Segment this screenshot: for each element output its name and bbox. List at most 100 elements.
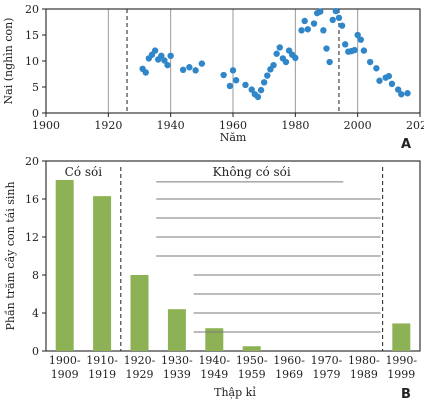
x-tick-label: 1920- — [124, 354, 156, 367]
y-tick-label: 10 — [25, 55, 39, 68]
data-point — [304, 26, 311, 33]
x-tick-label: 1919 — [88, 368, 116, 381]
bar — [392, 323, 411, 351]
bar — [55, 180, 74, 351]
data-point — [198, 60, 206, 67]
x-tick-label: 1990- — [385, 354, 417, 367]
data-point — [186, 64, 193, 71]
x-tick-label: 1929 — [126, 368, 154, 381]
panel-a-chart: 0 5 10 15 20 1900 1920 1940 1960 1980 2000 2020 Năm N… — [2, 3, 424, 152]
bar — [130, 275, 149, 351]
data-point — [329, 16, 336, 24]
region-label: Không có sói — [213, 165, 291, 179]
data-point — [292, 54, 299, 62]
x-tick-label: 1999 — [387, 368, 415, 381]
x-tick-label: 1969 — [275, 368, 303, 381]
data-point — [179, 66, 187, 74]
data-point — [357, 36, 364, 43]
data-point — [323, 45, 330, 52]
data-point — [376, 77, 383, 84]
data-point — [254, 93, 262, 101]
data-point — [298, 27, 305, 34]
x-tick-label: 1980- — [348, 354, 380, 367]
data-point — [273, 50, 280, 57]
panel-b-chart: 0 4 8 12 16 20 Có sói Không có sói 1900-1909 1910… — [4, 155, 421, 402]
data-point — [270, 61, 277, 69]
bar — [93, 196, 112, 351]
x-tick-label: 1930- — [161, 354, 193, 367]
y-tick-label: 16 — [25, 193, 39, 206]
data-point — [257, 86, 265, 94]
y-axis-label: Nai (nghìn con) — [2, 18, 15, 105]
data-point — [360, 47, 368, 54]
data-point — [220, 71, 227, 79]
data-point — [320, 27, 327, 34]
x-tick-label: 2020 — [406, 119, 424, 132]
x-tick-label: 1939 — [163, 368, 191, 381]
x-tick-label: 1900 — [32, 119, 60, 132]
x-tick-label: 1960 — [219, 119, 247, 132]
data-point — [232, 77, 240, 84]
x-tick-label: 2000 — [344, 119, 372, 132]
x-tick-label: 1949 — [200, 368, 228, 381]
x-tick-label: 1979 — [313, 368, 341, 381]
x-tick-label: 1970- — [311, 354, 343, 367]
data-point — [373, 65, 380, 72]
x-axis-label: Thập kỉ — [214, 386, 256, 399]
y-tick-label: 20 — [25, 155, 39, 168]
data-point — [192, 67, 199, 74]
data-point — [260, 79, 268, 86]
y-tick-label: 20 — [25, 3, 39, 16]
y-tick-label: 4 — [32, 307, 39, 320]
y-tick-label: 12 — [25, 231, 39, 244]
x-tick-label: 1940- — [198, 354, 230, 367]
data-point — [167, 52, 174, 59]
bar — [205, 328, 224, 351]
data-point — [158, 52, 165, 59]
data-point — [351, 46, 358, 54]
data-point — [242, 81, 249, 89]
x-tick-label: 1959 — [238, 368, 266, 381]
x-tick-label: 1920 — [94, 119, 122, 132]
data-point — [310, 20, 318, 27]
data-point — [342, 41, 349, 48]
data-point — [161, 57, 168, 64]
data-point — [338, 22, 346, 29]
data-point — [164, 61, 171, 69]
data-point — [248, 86, 255, 93]
x-tick-label: 1900- — [49, 354, 81, 367]
y-tick-label: 15 — [25, 29, 39, 42]
panel-label: B — [401, 387, 411, 402]
data-point — [398, 91, 405, 98]
data-point — [151, 47, 159, 54]
x-tick-label: 1940 — [157, 119, 185, 132]
y-axis-label: Phần trăm cây con tái sinh — [4, 181, 17, 330]
data-point — [142, 69, 149, 76]
bar — [242, 346, 261, 351]
x-tick-label: 1950- — [236, 354, 268, 367]
x-axis-label: Năm — [220, 131, 247, 144]
x-tick-label: 1910- — [86, 354, 118, 367]
data-point — [394, 86, 402, 93]
data-point — [332, 7, 340, 15]
data-point — [264, 72, 271, 79]
data-point — [301, 17, 308, 25]
x-tick-label: 1980 — [281, 119, 309, 132]
data-point — [226, 82, 234, 90]
data-point — [385, 72, 393, 80]
data-point — [282, 58, 290, 66]
data-point — [229, 67, 237, 74]
bar — [167, 309, 186, 351]
y-tick-label: 5 — [32, 81, 39, 94]
data-point — [366, 58, 374, 66]
data-point — [335, 14, 343, 22]
data-point — [354, 31, 361, 39]
data-point — [326, 58, 333, 66]
y-tick-label: 8 — [32, 269, 39, 282]
data-point — [317, 8, 324, 15]
y-tick-label: 0 — [32, 345, 39, 358]
data-point — [388, 80, 396, 88]
x-tick-label: 1909 — [51, 368, 79, 381]
panel-label: A — [401, 137, 411, 152]
